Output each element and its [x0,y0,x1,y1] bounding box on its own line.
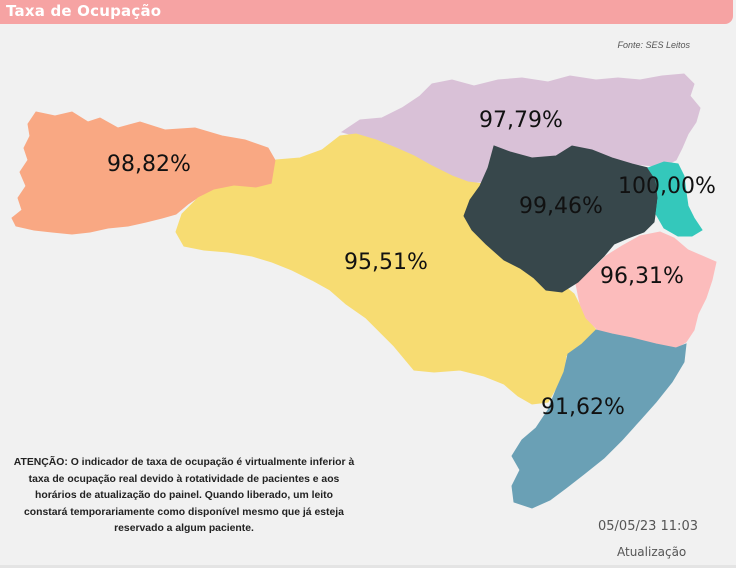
label-planalto-norte: 97,79% [479,108,563,133]
region-extremo-oeste[interactable] [11,111,285,235]
source-note: Fonte: SES Leitos [617,40,690,50]
page-title: Taxa de Ocupação [6,2,162,20]
footer-divider [0,565,736,568]
label-grande-florianopolis: 96,31% [600,264,684,289]
notice-text: ATENÇÃO: O indicador de taxa de ocupação… [13,457,355,534]
label-foz-itajai: 100,00% [618,174,716,199]
label-extremo-oeste: 98,82% [107,152,191,177]
label-vale-itajai: 99,46% [519,194,603,219]
label-sul: 91,62% [541,395,625,420]
header-bar: Taxa de Ocupação [0,0,733,24]
region-meio-oeste-serra[interactable] [175,133,597,405]
update-label: Atualização [617,545,687,559]
update-datetime: 05/05/23 11:03 [598,519,698,534]
region-foz-itajai[interactable] [647,161,703,237]
region-sul[interactable] [511,329,687,509]
label-meio-oeste-serra: 95,51% [344,250,428,275]
region-vale-itajai[interactable] [463,145,659,293]
